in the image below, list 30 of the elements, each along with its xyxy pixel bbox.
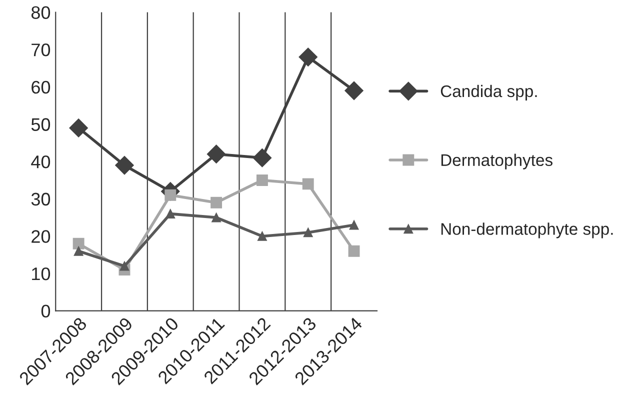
point [298,48,318,66]
point [212,212,221,222]
point [120,261,130,271]
legend-label: Candida spp. [440,84,537,100]
point [303,228,313,238]
y-tick-label: 10 [32,267,50,280]
point [210,196,222,208]
point [206,144,226,164]
point [252,148,272,168]
point [115,156,134,175]
y-tick-label: 0 [41,304,50,318]
point [344,81,364,100]
point [74,246,84,256]
point [69,118,88,138]
y-tick-label: 30 [31,192,50,206]
point [348,245,360,257]
legend-label: Non-dermatophyte spp. [441,222,613,238]
y-tick-label: 60 [32,80,50,94]
point [349,220,359,230]
point [302,178,314,190]
point [256,174,268,186]
y-tick-label: 50 [31,118,50,131]
point [258,232,267,241]
legend-label: Dermatophytes [441,154,552,170]
y-tick-label: 80 [31,6,50,19]
point [166,209,176,218]
y-tick-label: 40 [31,155,50,168]
y-tick-label: 70 [32,44,50,56]
y-tick-label: 20 [32,230,50,243]
point [72,238,84,250]
